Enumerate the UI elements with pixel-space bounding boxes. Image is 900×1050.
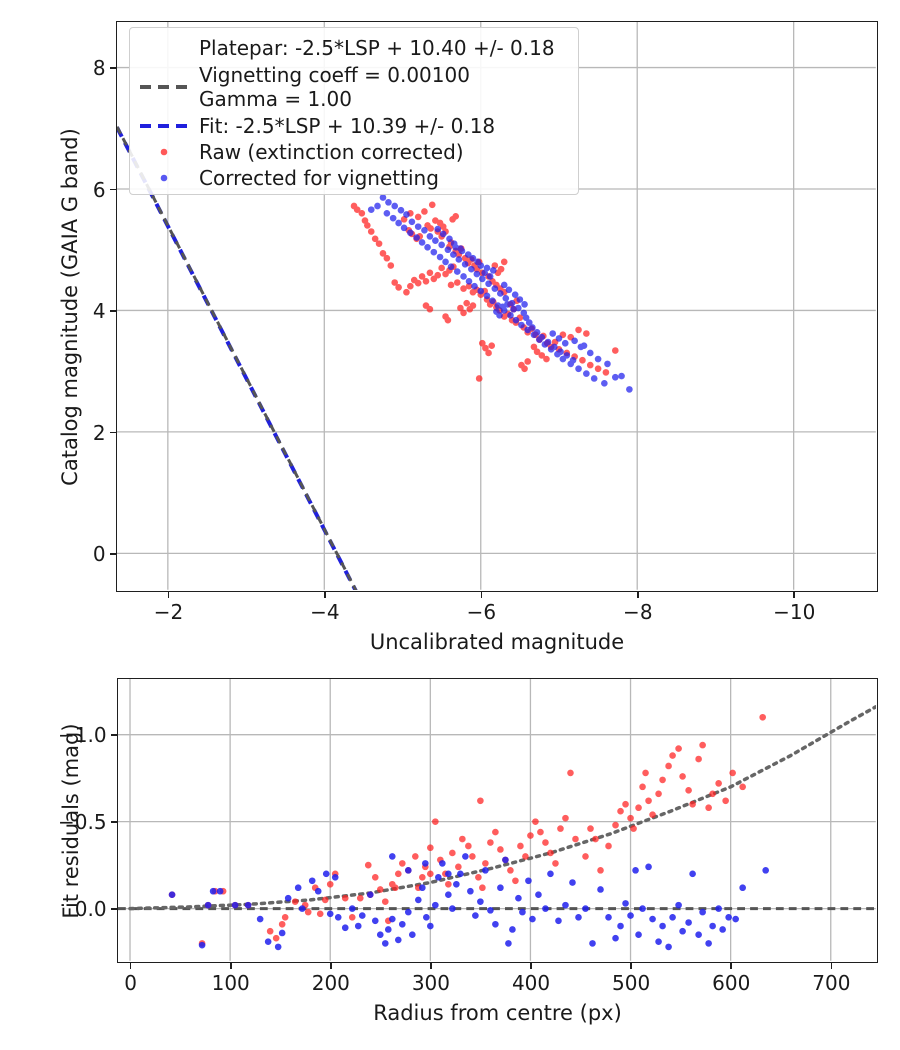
x-tick-label: 100 xyxy=(211,971,250,996)
x-tick-mark xyxy=(167,592,170,598)
x-tick-mark xyxy=(730,963,733,969)
x-tick-label: −8 xyxy=(623,600,653,625)
x-tick-label: 700 xyxy=(812,971,851,996)
x-tick-mark xyxy=(630,963,632,969)
x-tick-label: 300 xyxy=(411,971,451,996)
x-tick-label: 0 xyxy=(124,971,137,996)
legend-label: Fit: -2.5*LSP + 10.39 +/- 0.18 xyxy=(199,113,496,138)
red-dot-marker-icon xyxy=(138,139,190,165)
x-tick-label: 500 xyxy=(612,971,651,996)
x-tick-mark xyxy=(830,963,833,969)
x-tick-label: −10 xyxy=(773,600,816,625)
legend-label: Corrected for vignetting xyxy=(199,165,439,190)
x-tick-label: 600 xyxy=(712,971,751,996)
series-raw-extinction-corrected xyxy=(350,201,619,382)
y-tick-mark xyxy=(111,821,117,824)
vignetting-curve xyxy=(128,705,876,911)
x-tick-mark xyxy=(324,592,326,598)
legend-entry: Platepar: -2.5*LSP + 10.40 +/- 0.18 xyxy=(138,35,568,61)
x-tick-mark xyxy=(530,963,532,969)
legend-entry: Corrected for vignetting xyxy=(138,165,568,191)
x-axis-title: Radius from centre (px) xyxy=(373,1001,622,1026)
series-corrected-for-vignetting xyxy=(168,853,770,951)
legend-entry: Vignetting coeff = 0.00100 Gamma = 1.00 xyxy=(138,61,568,113)
x-tick-mark xyxy=(637,592,639,598)
y-tick-mark xyxy=(110,310,116,312)
x-tick-mark xyxy=(480,592,483,598)
y-tick-mark xyxy=(110,553,116,555)
fit-residuals-axes xyxy=(117,678,878,963)
y-tick-label: −0.5 xyxy=(58,810,107,835)
Platepar: -2.5*LSP + 10.40 +/- 0.18 xyxy=(117,126,358,590)
legend-label: Platepar: -2.5*LSP + 10.40 +/- 0.18 xyxy=(199,35,555,60)
y-tick-mark xyxy=(110,188,116,191)
x-tick-label: −2 xyxy=(153,600,184,625)
y-tick-label: 8 xyxy=(92,56,106,81)
x-tick-label: −4 xyxy=(310,600,340,625)
y-tick-mark xyxy=(110,67,116,69)
Fit: -2.5*LSP + 10.39 +/- 0.18 xyxy=(117,126,358,590)
gridlines xyxy=(118,679,876,961)
y-tick-label: 0.0 xyxy=(74,897,107,922)
x-tick-mark xyxy=(793,592,796,598)
x-tick-mark xyxy=(330,963,332,969)
y-tick-mark xyxy=(111,734,117,737)
x-tick-label: 400 xyxy=(511,971,551,996)
legend-label: Vignetting coeff = 0.00100 Gamma = 1.00 xyxy=(199,62,470,111)
y-tick-label: 6 xyxy=(92,177,106,202)
x-axis-title: Uncalibrated magnitude xyxy=(369,630,625,655)
fit-residuals-plot-canvas xyxy=(118,679,876,961)
series-raw-extinction-corrected xyxy=(168,713,767,947)
dashed-line-gray-icon xyxy=(138,74,190,100)
y-tick-label: −1.0 xyxy=(58,723,107,748)
y-tick-mark xyxy=(110,431,116,434)
legend-label: Raw (extinction corrected) xyxy=(199,139,464,164)
legend-entry: Fit: -2.5*LSP + 10.39 +/- 0.18 xyxy=(138,113,568,139)
x-tick-label: 200 xyxy=(311,971,350,996)
series-corrected-for-vignetting xyxy=(367,194,633,393)
legend-entry: Raw (extinction corrected) xyxy=(138,139,568,165)
y-tick-label: 0 xyxy=(92,541,106,566)
x-tick-label: −6 xyxy=(466,600,497,625)
no-handle xyxy=(138,35,190,61)
blue-dot-marker-icon xyxy=(138,165,190,191)
dashed-line-blue-icon xyxy=(138,113,190,139)
x-tick-mark xyxy=(229,963,232,969)
x-tick-mark xyxy=(430,963,432,969)
y-tick-mark xyxy=(111,908,117,910)
y-tick-label: 2 xyxy=(92,420,106,445)
y-tick-label: 4 xyxy=(92,299,106,324)
legend: Platepar: -2.5*LSP + 10.40 +/- 0.18 Vigne… xyxy=(129,27,579,195)
x-tick-mark xyxy=(129,963,132,969)
y-axis-title: Catalog magnitude (GAIA G band) xyxy=(57,127,82,486)
y-axis-title: Fit residuals (mag) xyxy=(58,722,83,919)
